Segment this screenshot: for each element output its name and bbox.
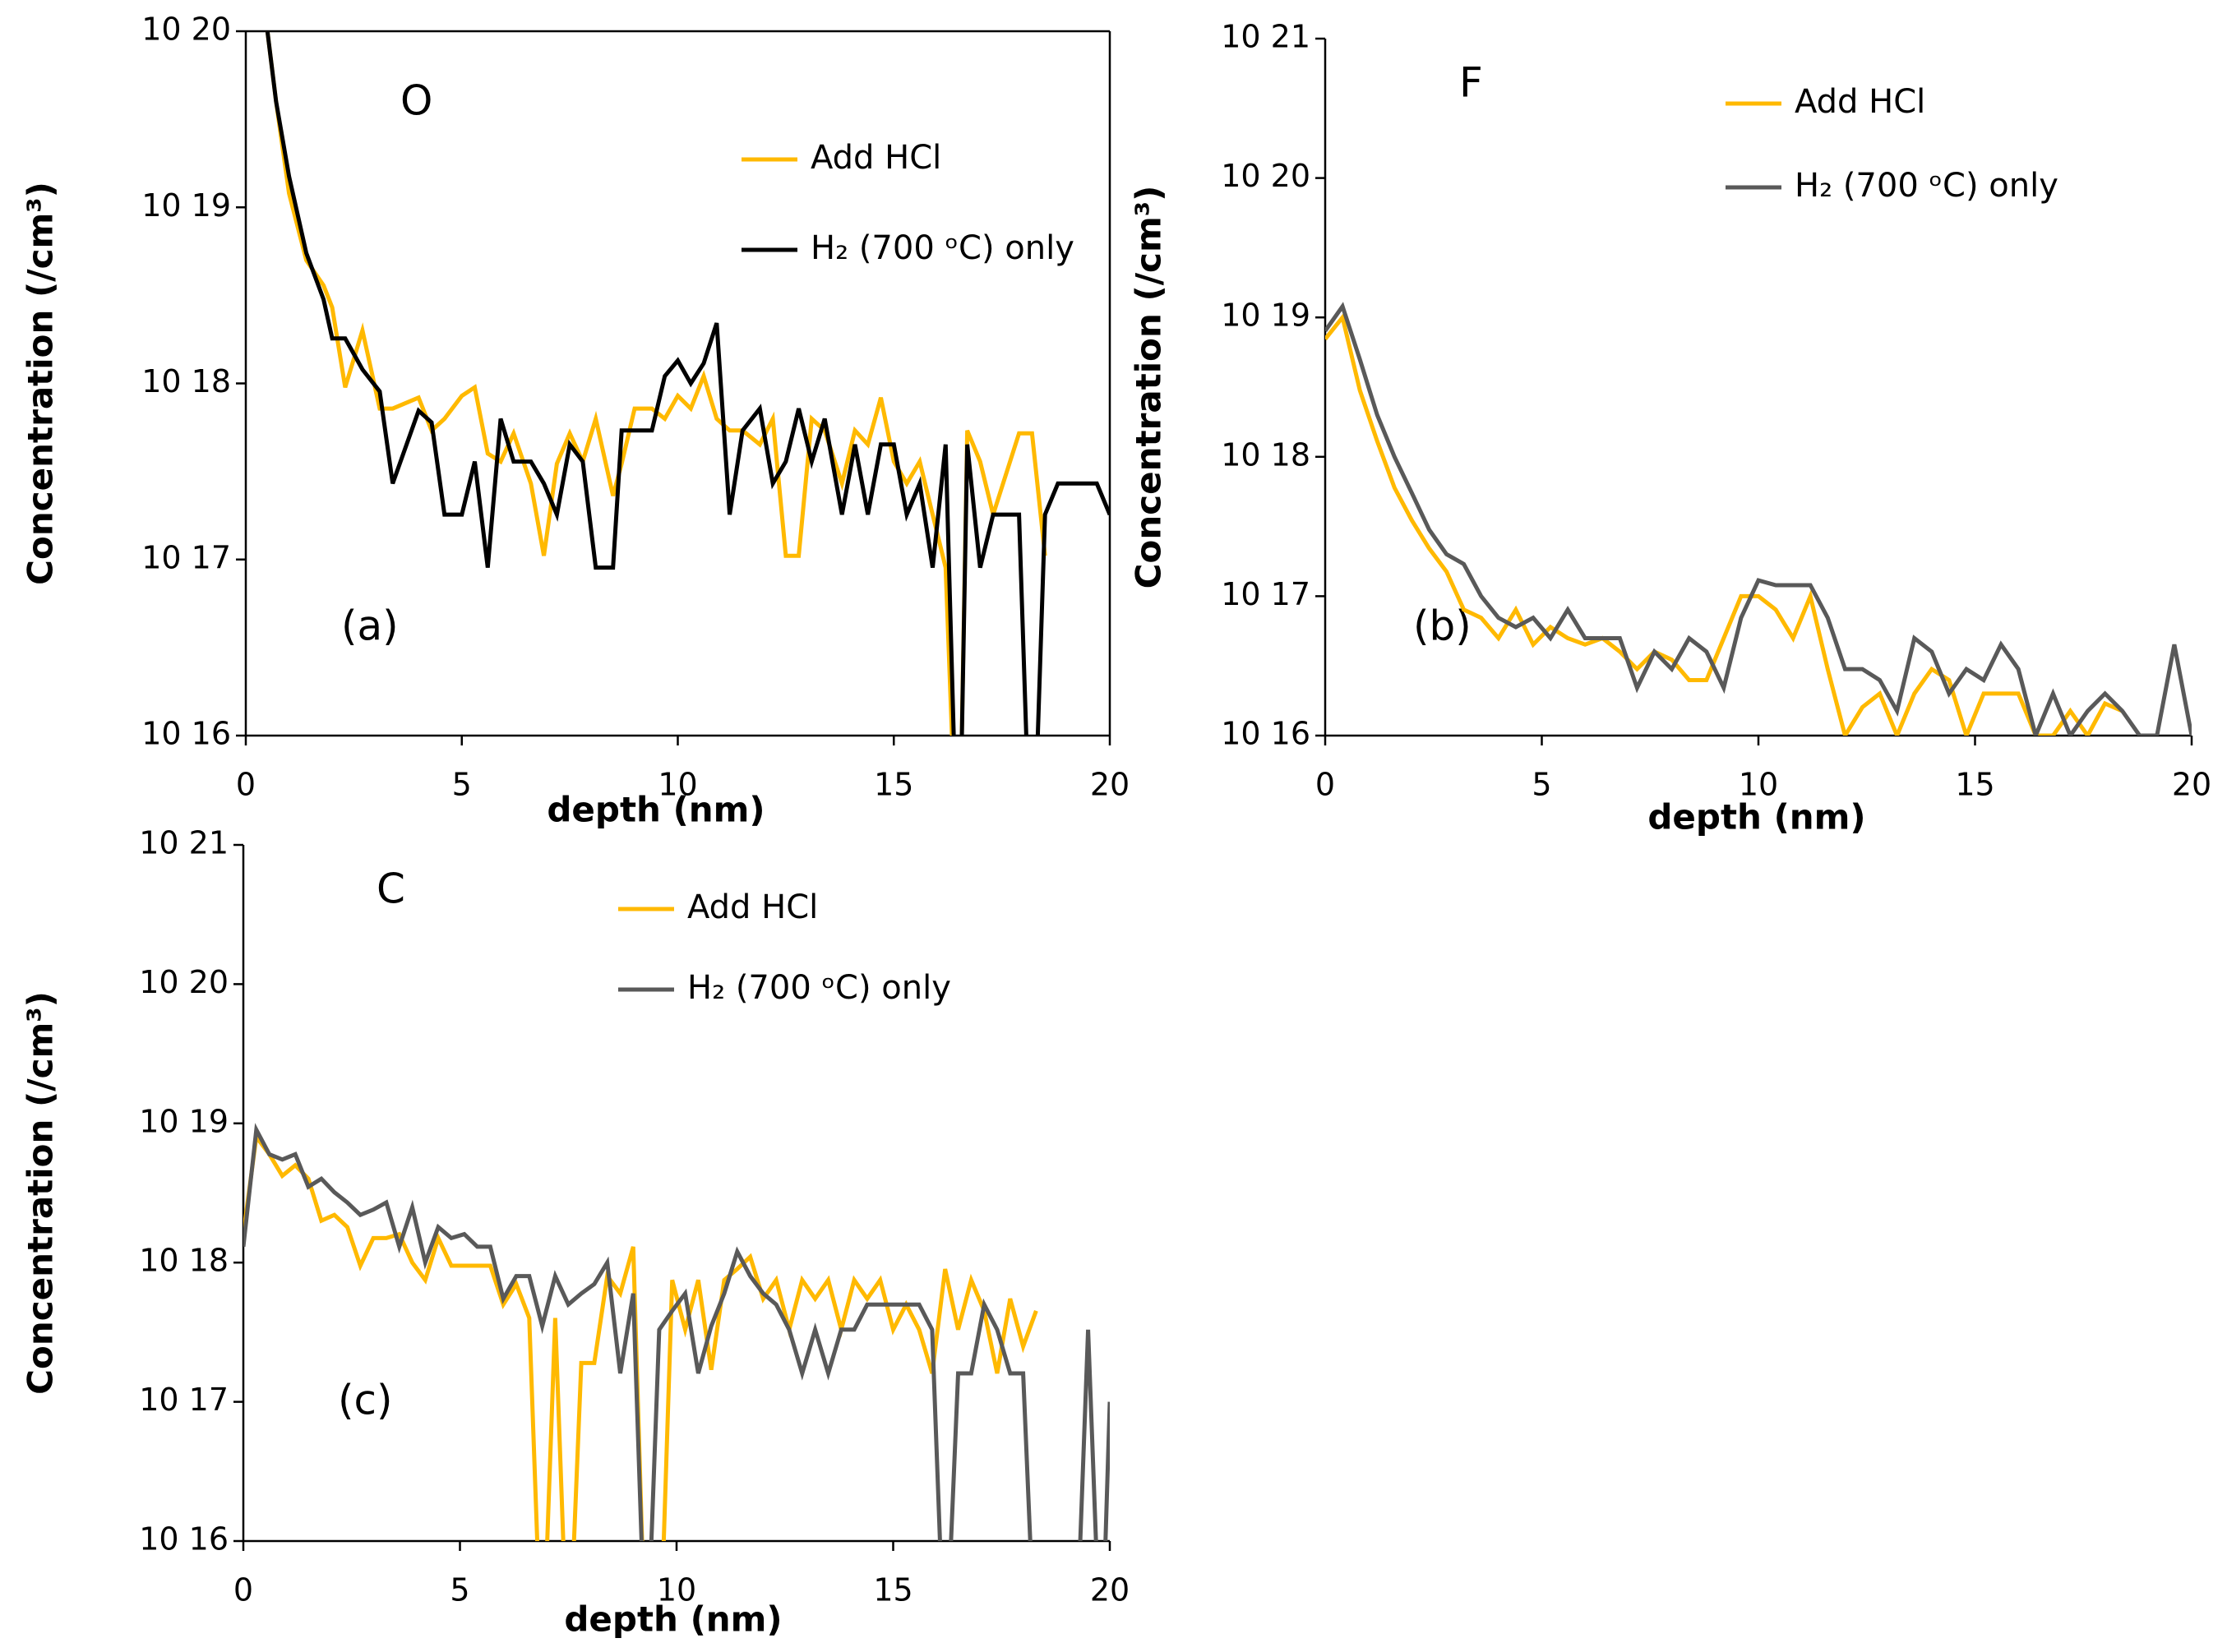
x-axis-label: depth (nm) bbox=[547, 790, 765, 830]
y-tick-label: 10 21 bbox=[139, 825, 229, 861]
x-axis-label: depth (nm) bbox=[564, 1599, 782, 1640]
y-tick-label: 10 20 bbox=[141, 12, 231, 48]
y-tick-label: 10 16 bbox=[1221, 716, 1310, 752]
x-tick-label: 10 bbox=[657, 1572, 696, 1608]
y-tick-label: 10 17 bbox=[139, 1382, 229, 1418]
x-tick-label: 0 bbox=[236, 767, 256, 803]
series-line bbox=[265, 31, 1110, 736]
panel: 10 16 10 17 10 18 10 19 10 20 10 21 0 5 10 15 20 de… bbox=[21, 825, 1130, 1640]
x-tick-label: 20 bbox=[1090, 1572, 1130, 1608]
legend-label: H₂ (700 ᵒC) only bbox=[1795, 167, 2058, 205]
legend-label: H₂ (700 ᵒC) only bbox=[811, 229, 1074, 267]
annotation: O bbox=[400, 77, 432, 125]
annotation: (b) bbox=[1413, 602, 1472, 650]
annotation: F bbox=[1459, 59, 1483, 107]
x-tick-label: 5 bbox=[450, 1572, 469, 1608]
series-line bbox=[1325, 312, 2123, 736]
legend-label: Add HCl bbox=[811, 139, 941, 177]
x-tick-label: 15 bbox=[873, 1572, 913, 1608]
x-tick-label: 10 bbox=[658, 767, 697, 803]
y-tick-label: 10 16 bbox=[139, 1521, 229, 1557]
annotation: C bbox=[377, 865, 405, 913]
y-tick-label: 10 19 bbox=[1221, 298, 1310, 334]
y-tick-label: 10 17 bbox=[141, 539, 231, 575]
panel: 10 16 10 17 10 18 10 19 10 20 0 5 10 15 20 depth (… bbox=[21, 12, 1130, 830]
y-axis-label: Concentration (/cm³) bbox=[1129, 186, 1169, 589]
y-tick-label: 10 19 bbox=[141, 187, 231, 224]
x-tick-label: 15 bbox=[874, 767, 913, 803]
y-tick-label: 10 17 bbox=[1221, 576, 1310, 612]
y-tick-label: 10 20 bbox=[1221, 158, 1310, 194]
x-tick-label: 5 bbox=[1532, 767, 1551, 803]
x-tick-label: 20 bbox=[2172, 767, 2211, 803]
series-line bbox=[243, 1123, 1110, 1541]
x-tick-label: 0 bbox=[233, 1572, 253, 1608]
y-tick-label: 10 19 bbox=[139, 1103, 229, 1139]
x-tick-label: 0 bbox=[1315, 767, 1335, 803]
y-tick-label: 10 18 bbox=[1221, 436, 1310, 473]
x-axis-label: depth (nm) bbox=[1647, 797, 1865, 838]
panel: 10 16 10 17 10 18 10 19 10 20 10 21 0 5 10 15 20 de… bbox=[1129, 19, 2212, 838]
annotation: (c) bbox=[338, 1377, 393, 1424]
x-tick-label: 5 bbox=[452, 767, 472, 803]
y-axis-label: Concentration (/cm³) bbox=[21, 991, 61, 1395]
series-line bbox=[1325, 302, 2192, 736]
legend-label: Add HCl bbox=[687, 888, 818, 926]
annotation: (a) bbox=[341, 602, 399, 650]
y-tick-label: 10 21 bbox=[1221, 19, 1310, 55]
y-tick-label: 10 16 bbox=[141, 716, 231, 752]
y-tick-label: 10 18 bbox=[141, 363, 231, 399]
x-tick-label: 15 bbox=[1955, 767, 1994, 803]
y-tick-label: 10 18 bbox=[139, 1243, 229, 1279]
y-tick-label: 10 20 bbox=[139, 964, 229, 1000]
y-axis-label: Concentration (/cm³) bbox=[21, 182, 61, 585]
x-tick-label: 20 bbox=[1090, 767, 1130, 803]
x-tick-label: 10 bbox=[1739, 767, 1778, 803]
legend-label: Add HCl bbox=[1795, 83, 1925, 121]
series-line bbox=[265, 31, 1047, 736]
legend-label: H₂ (700 ᵒC) only bbox=[687, 969, 951, 1007]
